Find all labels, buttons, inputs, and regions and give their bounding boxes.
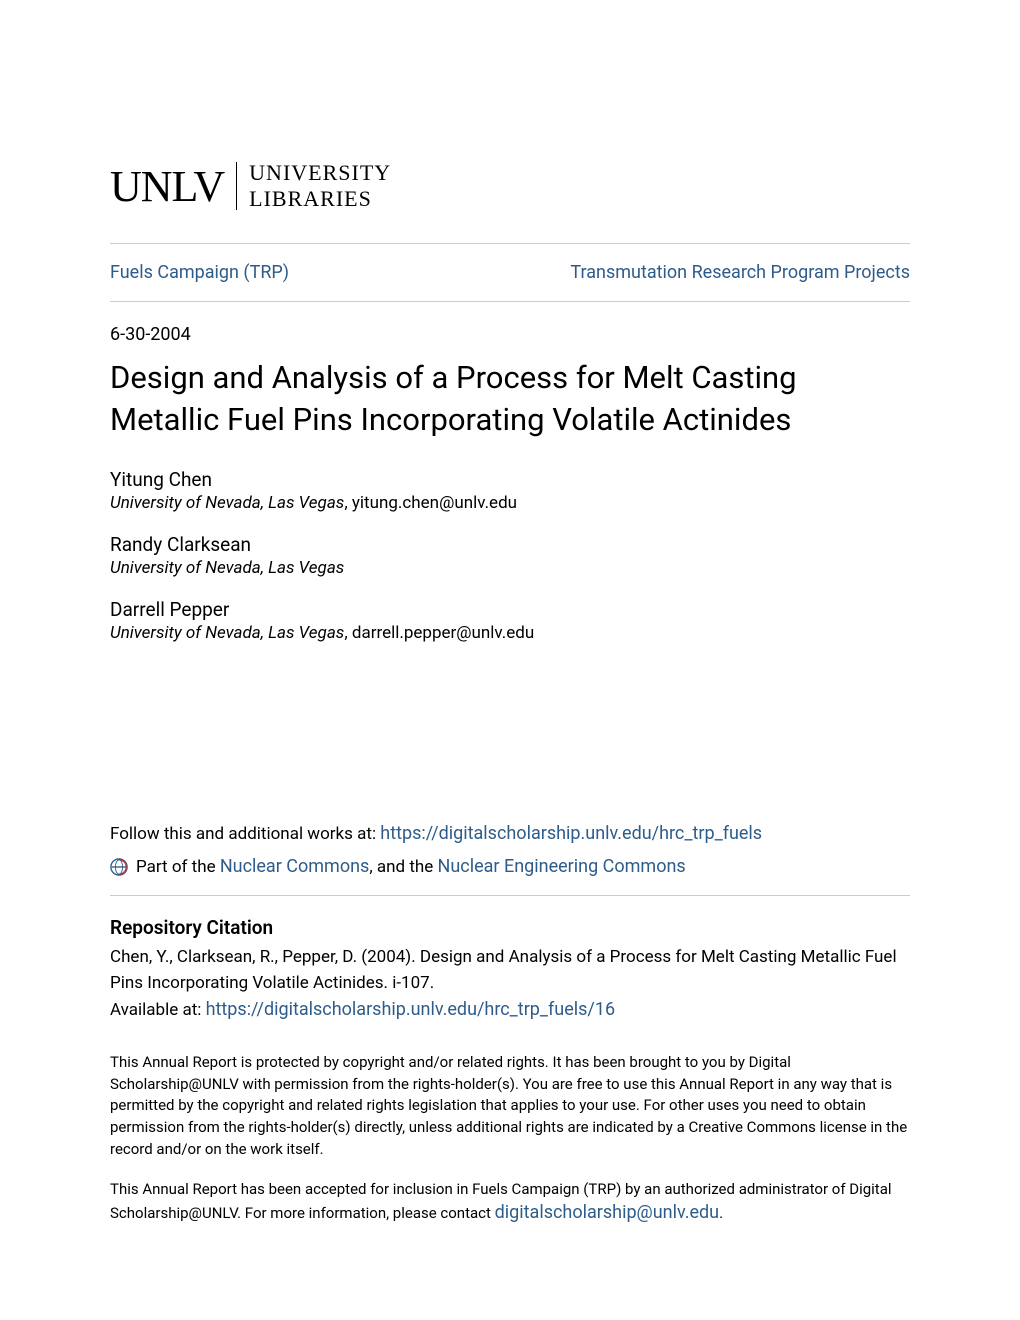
- author-email-sep: ,: [344, 623, 352, 643]
- author-block-2: Randy Clarksean University of Nevada, La…: [110, 533, 910, 578]
- follow-prefix: Follow this and additional works at:: [110, 824, 380, 844]
- follow-works-text: Follow this and additional works at: htt…: [110, 823, 910, 844]
- citation-available: Available at: https://digitalscholarship…: [110, 996, 910, 1024]
- author-block-1: Yitung Chen University of Nevada, Las Ve…: [110, 468, 910, 513]
- libraries-line1: UNIVERSITY: [249, 160, 391, 186]
- libraries-logo-text: UNIVERSITY LIBRARIES: [249, 160, 391, 213]
- contact-email-link[interactable]: digitalscholarship@unlv.edu: [495, 1202, 719, 1223]
- divider-breadcrumb: [110, 301, 910, 302]
- follow-link[interactable]: https://digitalscholarship.unlv.edu/hrc_…: [380, 823, 762, 844]
- author-affiliation-text: University of Nevada, Las Vegas: [110, 493, 344, 513]
- footer-paragraph-1: This Annual Report is protected by copyr…: [110, 1052, 910, 1161]
- commons-link-1[interactable]: Nuclear Commons: [220, 856, 370, 877]
- network-icon: [110, 858, 128, 876]
- available-prefix: Available at:: [110, 1000, 206, 1020]
- footer-paragraph-2: This Annual Report has been accepted for…: [110, 1179, 910, 1227]
- author-affiliation: University of Nevada, Las Vegas: [110, 558, 910, 578]
- available-link[interactable]: https://digitalscholarship.unlv.edu/hrc_…: [206, 999, 615, 1020]
- author-email: yitung.chen@unlv.edu: [352, 493, 517, 513]
- author-email: darrell.pepper@unlv.edu: [352, 623, 534, 643]
- author-name: Yitung Chen: [110, 468, 910, 491]
- author-name: Darrell Pepper: [110, 598, 910, 621]
- author-name: Randy Clarksean: [110, 533, 910, 556]
- footer-p2-suffix: .: [719, 1204, 723, 1222]
- divider-citation: [110, 895, 910, 896]
- author-block-3: Darrell Pepper University of Nevada, Las…: [110, 598, 910, 643]
- logo-divider: [236, 162, 237, 210]
- divider-top: [110, 243, 910, 244]
- libraries-line2: LIBRARIES: [249, 186, 391, 212]
- unlv-logo-text: UNLV: [110, 161, 224, 212]
- citation-text: Chen, Y., Clarksean, R., Pepper, D. (200…: [110, 945, 910, 996]
- breadcrumb: Fuels Campaign (TRP) Transmutation Resea…: [110, 262, 910, 283]
- network-prefix: Part of the: [136, 857, 220, 877]
- network-mid: , and the: [369, 857, 437, 877]
- breadcrumb-right-link[interactable]: Transmutation Research Program Projects: [570, 262, 910, 283]
- author-affiliation-text: University of Nevada, Las Vegas: [110, 623, 344, 643]
- author-affiliation: University of Nevada, Las Vegas, darrell…: [110, 623, 910, 643]
- author-email-sep: ,: [344, 493, 352, 513]
- author-affiliation: University of Nevada, Las Vegas, yitung.…: [110, 493, 910, 513]
- header-logo: UNLV UNIVERSITY LIBRARIES: [110, 160, 910, 213]
- breadcrumb-left-link[interactable]: Fuels Campaign (TRP): [110, 262, 289, 283]
- network-row: Part of the Nuclear Commons, and the Nuc…: [110, 856, 910, 877]
- page-title: Design and Analysis of a Process for Mel…: [110, 357, 910, 441]
- citation-heading: Repository Citation: [110, 916, 910, 939]
- commons-link-2[interactable]: Nuclear Engineering Commons: [438, 856, 686, 877]
- network-text: Part of the Nuclear Commons, and the Nuc…: [136, 856, 686, 877]
- publication-date: 6-30-2004: [110, 324, 910, 345]
